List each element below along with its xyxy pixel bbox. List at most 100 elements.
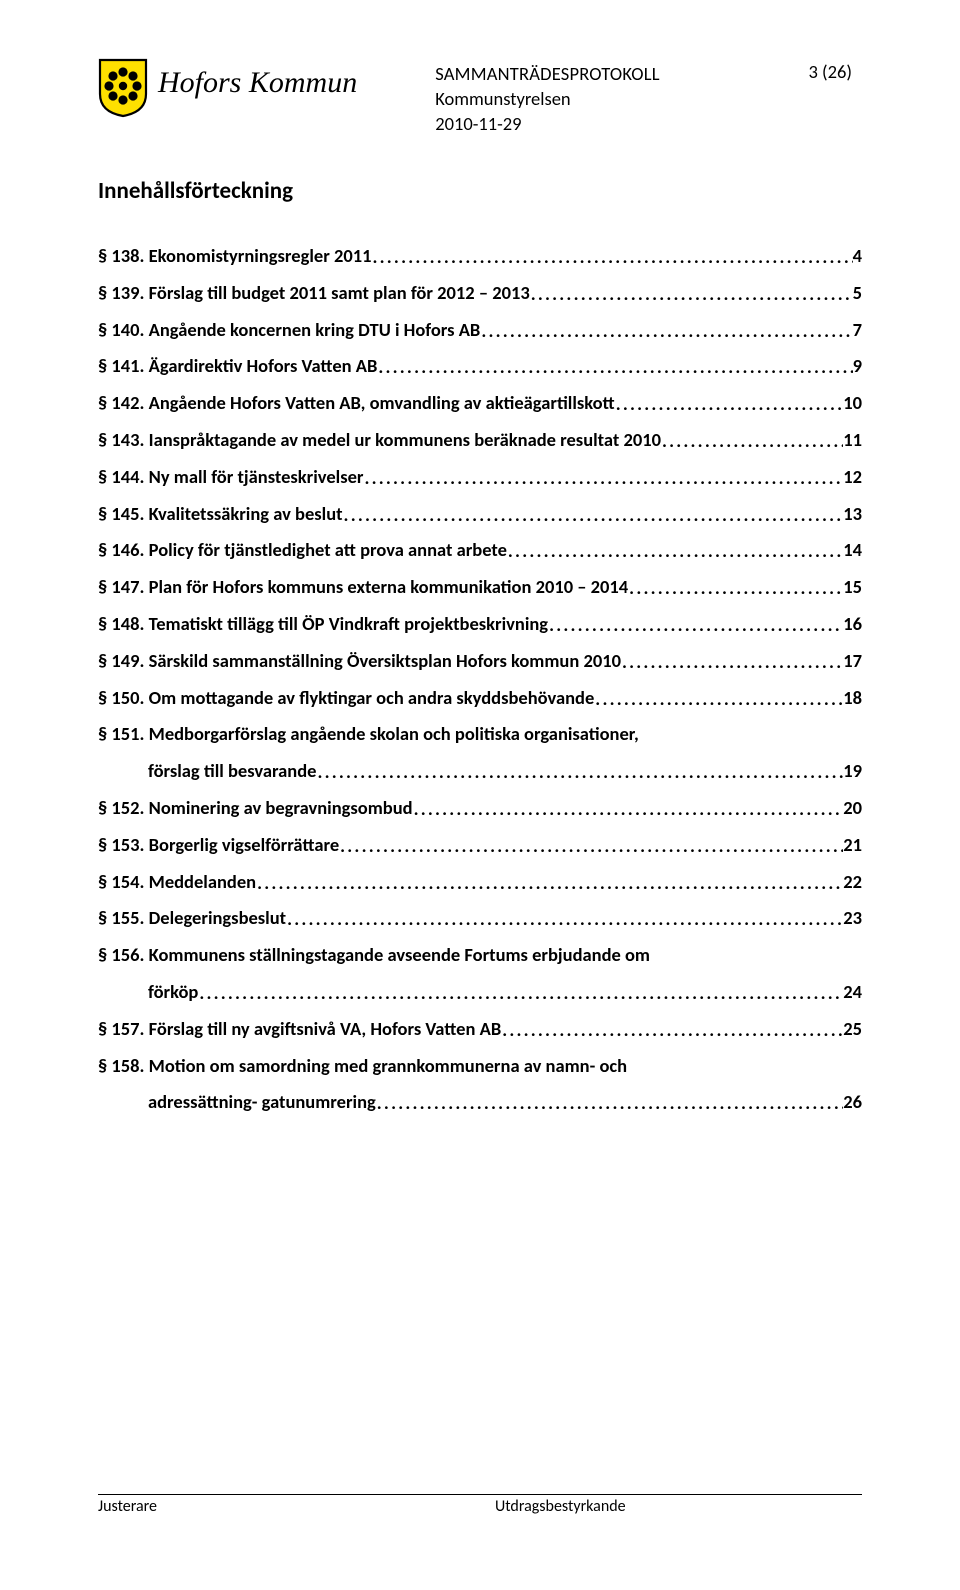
toc-entry-page: 18: [843, 680, 862, 716]
toc-entry-label: § 140. Angående koncernen kring DTU i Ho…: [98, 312, 480, 348]
toc-entry-label: förslag till besvarande: [98, 753, 316, 789]
toc-leader: ........................................…: [413, 791, 844, 826]
toc-entry-page: 10: [843, 385, 862, 421]
toc-entry-continuation: adressättning- gatunumrering............…: [98, 1083, 862, 1120]
toc-leader: ........................................…: [621, 644, 843, 679]
toc-entry: § 154. Meddelanden......................…: [98, 862, 862, 899]
toc-entry: § 146. Policy för tjänstledighet att pro…: [98, 531, 862, 568]
toc-entry-label: § 145. Kvalitetssäkring av beslut: [98, 496, 343, 532]
toc-leader: ........................................…: [339, 828, 843, 863]
toc-entry-page: 4: [853, 238, 862, 274]
toc-entry-page: 25: [843, 1011, 862, 1047]
toc-entry: § 149. Särskild sammanställning Översikt…: [98, 642, 862, 679]
toc-leader: ........................................…: [372, 239, 853, 274]
toc-entry-page: 16: [843, 606, 862, 642]
toc-entry: § 152. Nominering av begravningsombud...…: [98, 789, 862, 826]
toc-leader: ........................................…: [198, 975, 843, 1010]
toc-entry: § 141. Ägardirektiv Hofors Vatten AB....…: [98, 347, 862, 384]
toc-entry: § 145. Kvalitetssäkring av beslut.......…: [98, 494, 862, 531]
toc-entry-page: 7: [853, 312, 862, 348]
toc-entry-label: § 155. Delegeringsbeslut: [98, 900, 286, 936]
footer-rule: [98, 1494, 862, 1495]
toc-entry-label: § 154. Meddelanden: [98, 864, 256, 900]
toc-entry-page: 22: [843, 864, 862, 900]
doc-subject: Kommunstyrelsen: [435, 87, 660, 112]
page-number: 3 (26): [808, 60, 852, 83]
toc-entry-page: 24: [843, 974, 862, 1010]
toc-leader: ........................................…: [661, 423, 843, 458]
toc-leader: ........................................…: [507, 533, 843, 568]
toc-entry-page: 20: [843, 790, 862, 826]
header-meta: SAMMANTRÄDESPROTOKOLL Kommunstyrelsen 20…: [435, 58, 660, 137]
toc-leader: ........................................…: [286, 901, 843, 936]
toc-leader: ........................................…: [530, 276, 853, 311]
toc-entry-label: § 152. Nominering av begravningsombud: [98, 790, 413, 826]
toc-entry-label: § 158. Motion om samordning med grannkom…: [98, 1048, 627, 1084]
toc-entry-label: § 144. Ny mall för tjänsteskrivelser: [98, 459, 363, 495]
toc-leader: ........................................…: [363, 460, 843, 495]
toc-entry-label: § 138. Ekonomistyrningsregler 2011: [98, 238, 372, 274]
toc-entry-label: adressättning- gatunumrering: [98, 1084, 376, 1120]
toc-entry: § 143. Ianspråktagande av medel ur kommu…: [98, 421, 862, 458]
toc-entry: § 153. Borgerlig vigselförrättare.......…: [98, 826, 862, 863]
toc-entry: § 150. Om mottagande av flyktingar och a…: [98, 678, 862, 715]
toc-entry-page: 15: [843, 569, 862, 605]
toc-entry-page: 23: [843, 900, 862, 936]
toc-entry-label: § 143. Ianspråktagande av medel ur kommu…: [98, 422, 661, 458]
toc-entry: § 138. Ekonomistyrningsregler 2011......…: [98, 237, 862, 274]
toc-entry-page: 17: [843, 643, 862, 679]
toc-leader: ........................................…: [615, 386, 844, 421]
body: Innehållsförteckning § 138. Ekonomistyrn…: [98, 177, 862, 1120]
footer-left: Justerare: [98, 1497, 157, 1516]
toc-leader: ........................................…: [548, 607, 843, 642]
toc-title: Innehållsförteckning: [98, 177, 862, 205]
toc-entry: § 157. Förslag till ny avgiftsnivå VA, H…: [98, 1010, 862, 1047]
toc-entry: § 148. Tematiskt tillägg till ÖP Vindkra…: [98, 605, 862, 642]
toc-leader: ........................................…: [628, 570, 843, 605]
toc-leader: ........................................…: [256, 865, 843, 900]
footer-right: Utdragsbestyrkande: [495, 1497, 626, 1516]
org-name: Hofors Kommun: [158, 58, 357, 98]
toc-leader: ........................................…: [377, 349, 852, 384]
toc-entry: § 139. Förslag till budget 2011 samt pla…: [98, 274, 862, 311]
page: Hofors Kommun SAMMANTRÄDESPROTOKOLL Komm…: [0, 0, 960, 1590]
toc-entry-label: § 156. Kommunens ställningstagande avsee…: [98, 937, 650, 973]
toc-entry: § 140. Angående koncernen kring DTU i Ho…: [98, 311, 862, 348]
toc-entry-page: 19: [843, 753, 862, 789]
toc-entry-label: § 139. Förslag till budget 2011 samt pla…: [98, 275, 530, 311]
toc-entry-label: § 148. Tematiskt tillägg till ÖP Vindkra…: [98, 606, 548, 642]
toc-entry-label: § 151. Medborgarförslag angående skolan …: [98, 716, 639, 752]
toc-entry-page: 13: [843, 496, 862, 532]
doc-type: SAMMANTRÄDESPROTOKOLL: [435, 62, 660, 87]
toc-entry: § 144. Ny mall för tjänsteskrivelser....…: [98, 458, 862, 495]
toc-entry: § 147. Plan för Hofors kommuns externa k…: [98, 568, 862, 605]
toc-entry: § 158. Motion om samordning med grannkom…: [98, 1046, 862, 1083]
toc-entry: § 155. Delegeringsbeslut................…: [98, 899, 862, 936]
toc-entry-label: § 146. Policy för tjänstledighet att pro…: [98, 532, 507, 568]
toc-entry-label: § 157. Förslag till ny avgiftsnivå VA, H…: [98, 1011, 501, 1047]
toc-entry-continuation: förslag till besvarande.................…: [98, 752, 862, 789]
toc-leader: ........................................…: [343, 497, 844, 532]
footer: Justerare Utdragsbestyrkande: [98, 1494, 862, 1516]
toc-entry-label: § 141. Ägardirektiv Hofors Vatten AB: [98, 348, 377, 384]
header: Hofors Kommun SAMMANTRÄDESPROTOKOLL Komm…: [98, 58, 862, 137]
toc-entry-page: 11: [843, 422, 862, 458]
toc-entry-page: 26: [843, 1084, 862, 1120]
toc-leader: ........................................…: [376, 1085, 843, 1120]
table-of-contents: § 138. Ekonomistyrningsregler 2011......…: [98, 237, 862, 1120]
toc-entry-page: 5: [853, 275, 862, 311]
doc-date: 2010-11-29: [435, 112, 660, 137]
toc-leader: ........................................…: [501, 1012, 843, 1047]
municipality-crest-icon: [98, 58, 148, 118]
toc-entry: § 156. Kommunens ställningstagande avsee…: [98, 936, 862, 973]
toc-entry-page: 14: [843, 532, 862, 568]
toc-entry-page: 21: [843, 827, 862, 863]
toc-entry-page: 9: [853, 348, 862, 384]
toc-entry-label: § 147. Plan för Hofors kommuns externa k…: [98, 569, 628, 605]
toc-entry-label: § 153. Borgerlig vigselförrättare: [98, 827, 339, 863]
toc-leader: ........................................…: [316, 754, 843, 789]
toc-entry-label: § 142. Angående Hofors Vatten AB, omvand…: [98, 385, 615, 421]
toc-entry-page: 12: [843, 459, 862, 495]
toc-leader: ........................................…: [594, 681, 843, 716]
toc-entry-label: § 149. Särskild sammanställning Översikt…: [98, 643, 621, 679]
